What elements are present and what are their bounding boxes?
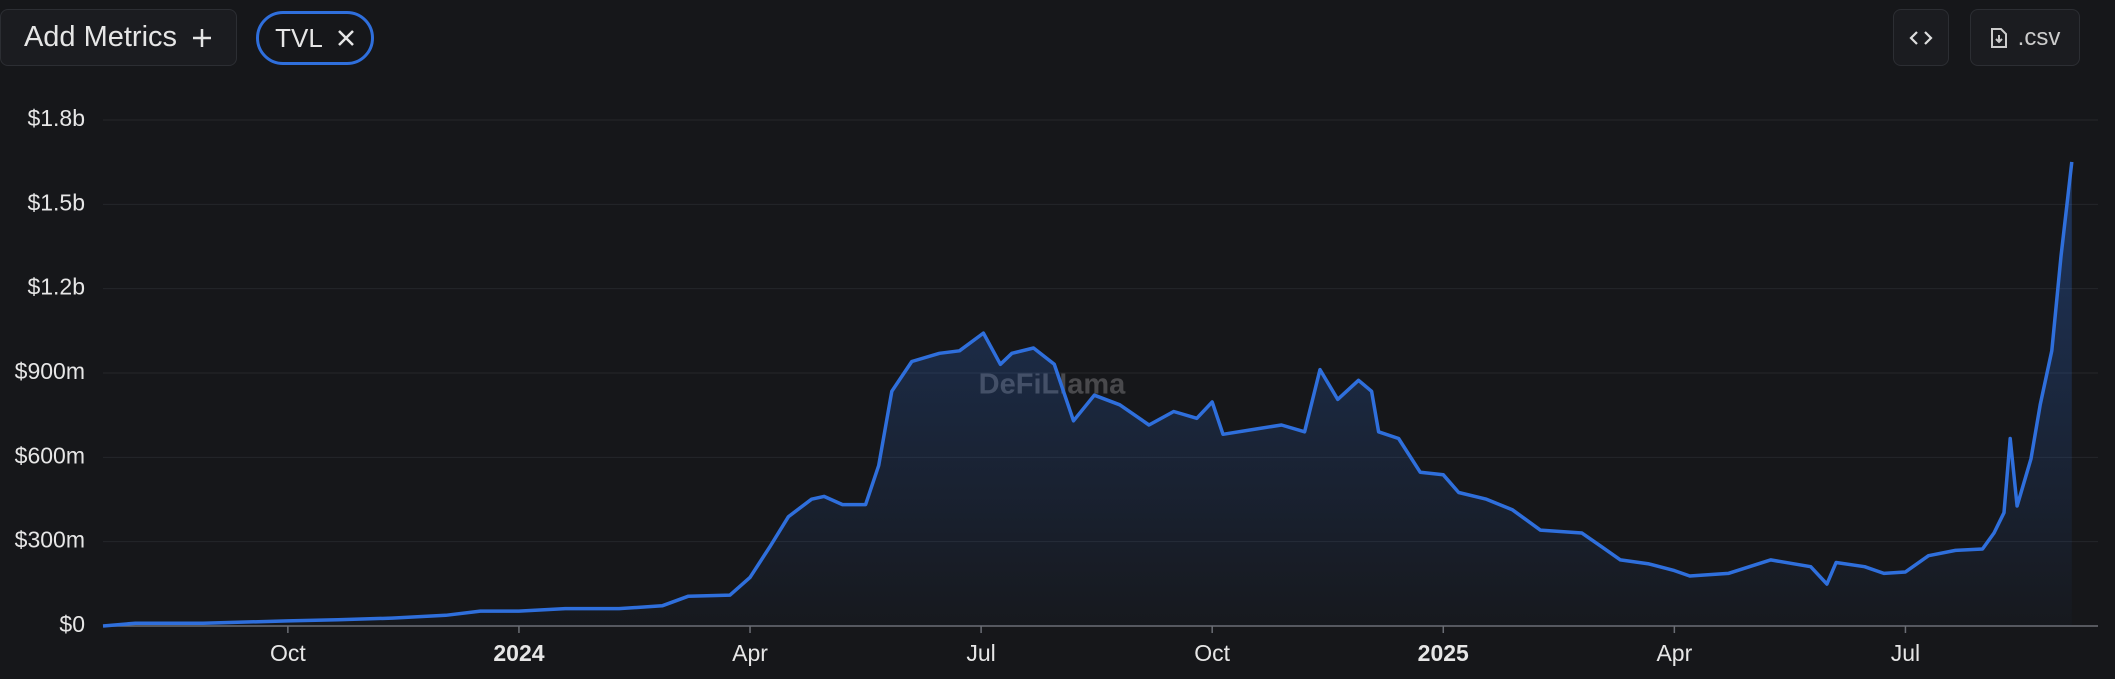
tvl-pill[interactable]: TVL bbox=[256, 11, 374, 65]
y-tick-label: $1.8b bbox=[27, 105, 85, 131]
x-tick-label: Jul bbox=[966, 640, 995, 666]
x-tick-label: Oct bbox=[1194, 640, 1230, 666]
tvl-label: TVL bbox=[275, 22, 323, 53]
csv-button[interactable]: .csv bbox=[1970, 9, 2080, 66]
x-tick-label: Jul bbox=[1891, 640, 1920, 666]
add-metrics-label: Add Metrics bbox=[23, 21, 178, 53]
code-icon bbox=[1909, 30, 1933, 45]
file-icon bbox=[1990, 27, 2007, 48]
close-icon bbox=[337, 30, 354, 46]
add-metrics-button[interactable]: Add Metrics bbox=[0, 9, 237, 66]
x-tick-label: Apr bbox=[732, 640, 768, 666]
area-fill bbox=[103, 161, 2072, 626]
x-tick-label: 2024 bbox=[493, 640, 544, 666]
y-tick-label: $900m bbox=[15, 358, 85, 384]
y-tick-label: $1.5b bbox=[27, 189, 85, 215]
y-tick-label: $300m bbox=[15, 527, 85, 553]
plus-icon bbox=[193, 28, 212, 47]
csv-label: .csv bbox=[2017, 23, 2061, 51]
tvl-line bbox=[102, 161, 2074, 628]
x-tick-label: Oct bbox=[270, 640, 306, 666]
x-tick-label: 2025 bbox=[1418, 640, 1469, 666]
y-tick-label: $0 bbox=[59, 611, 85, 637]
y-tick-label: $1.2b bbox=[27, 274, 85, 300]
y-tick-label: $600m bbox=[15, 442, 85, 468]
embed-button[interactable] bbox=[1893, 9, 1949, 66]
x-tick-label: Apr bbox=[1656, 640, 1692, 666]
